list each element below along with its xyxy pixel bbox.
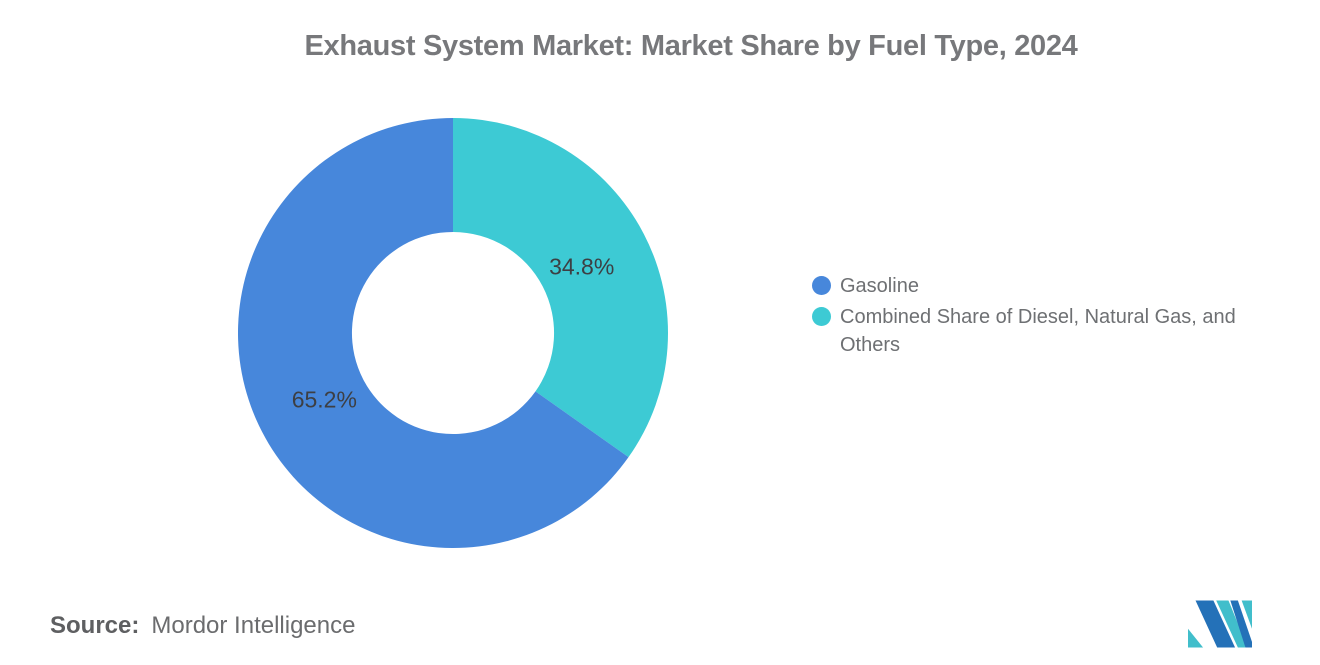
legend-swatch-combined-share-icon	[812, 307, 831, 326]
slice-value-label: 65.2%	[292, 387, 357, 413]
chart-title: Exhaust System Market: Market Share by F…	[304, 30, 1078, 62]
legend-item-combined-share[interactable]: Combined Share of Diesel, Natural Gas, a…	[812, 303, 1252, 359]
legend-swatch-gasoline-icon	[812, 276, 831, 295]
legend-label: Combined Share of Diesel, Natural Gas, a…	[840, 306, 1236, 356]
legend-label: Gasoline	[840, 275, 919, 297]
source-label: Source:	[50, 612, 140, 639]
legend-item-gasoline[interactable]: Gasoline	[812, 272, 1252, 300]
slice-value-label: 34.8%	[549, 253, 614, 279]
source-value: Mordor Intelligence	[151, 612, 356, 639]
donut-slice-combined-share-of-diesel-natural-gas-and-others[interactable]	[453, 118, 668, 458]
mordor-intelligence-logo	[1188, 600, 1252, 648]
donut-chart-container: 34.8% 65.2%	[238, 118, 668, 548]
logo-navy-diagonal	[1230, 600, 1252, 648]
donut-slice-gasoline[interactable]	[238, 118, 629, 548]
chart-legend: Gasoline Combined Share of Diesel, Natur…	[812, 272, 1252, 359]
source-attribution: Source: Mordor Intelligence	[50, 612, 355, 640]
logo-teal-band	[1216, 600, 1246, 648]
donut-chart: 34.8% 65.2%	[238, 118, 668, 548]
logo-navy-band	[1195, 600, 1236, 648]
logo-teal-base-triangle	[1188, 628, 1204, 648]
